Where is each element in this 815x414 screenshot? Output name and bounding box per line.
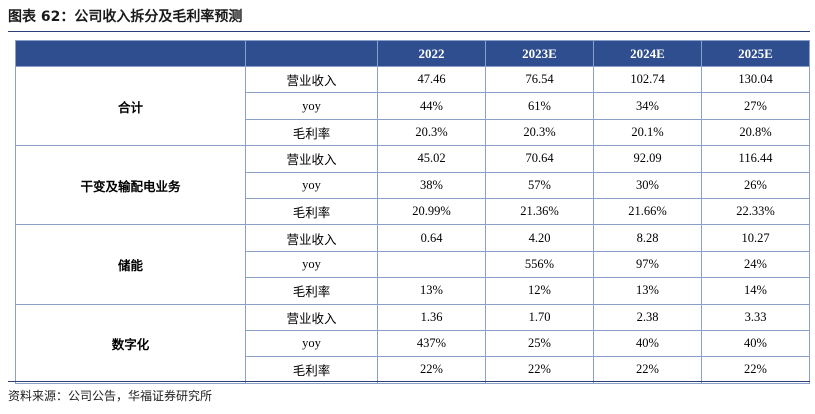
top-rule — [8, 31, 810, 32]
value-cell: 13% — [593, 277, 702, 305]
metric-label-cell: 毛利率 — [245, 356, 378, 384]
value-cell — [377, 250, 486, 279]
value-cell: 21.36% — [485, 197, 594, 226]
value-cell: 76.54 — [485, 65, 594, 94]
forecast-table: 2022 2023E 2024E 2025E 合计 营业收入 47.46 76.54 1… — [15, 40, 810, 384]
group-label-cell: 干变及输配电业务 — [15, 145, 246, 226]
table-header-row: 2022 2023E 2024E 2025E — [15, 40, 810, 67]
metric-label-cell: 毛利率 — [245, 277, 378, 305]
value-cell: 22% — [377, 356, 486, 384]
metric-label-cell: yoy — [245, 171, 378, 199]
value-cell: 0.64 — [377, 224, 486, 252]
metric-label-cell: 毛利率 — [245, 197, 378, 226]
value-cell: 34% — [593, 92, 702, 120]
value-cell: 27% — [701, 92, 810, 120]
value-cell: 1.70 — [485, 303, 594, 331]
value-cell: 40% — [593, 329, 702, 358]
value-cell: 130.04 — [701, 65, 810, 94]
metric-label-cell: 毛利率 — [245, 118, 378, 147]
header-cell-group — [15, 40, 246, 67]
value-cell: 20.1% — [593, 118, 702, 147]
value-cell: 92.09 — [593, 145, 702, 173]
metric-label-cell: yoy — [245, 250, 378, 279]
value-cell: 14% — [701, 277, 810, 305]
value-cell: 70.64 — [485, 145, 594, 173]
value-cell: 20.8% — [701, 118, 810, 147]
metric-label-cell: yoy — [245, 92, 378, 120]
value-cell: 57% — [485, 171, 594, 199]
value-cell: 45.02 — [377, 145, 486, 173]
header-cell-2023e: 2023E — [485, 40, 594, 67]
table-row: 合计 营业收入 47.46 76.54 102.74 130.04 — [15, 65, 810, 147]
group-label-cell: 合计 — [15, 65, 246, 147]
value-cell: 22.33% — [701, 197, 810, 226]
value-cell: 22% — [593, 356, 702, 384]
value-cell: 44% — [377, 92, 486, 120]
table-row: yoy 556% 97% 24% — [16, 250, 810, 279]
value-cell: 20.3% — [377, 118, 486, 147]
value-cell: 25% — [485, 329, 594, 358]
metric-label-cell: 营业收入 — [245, 65, 378, 94]
value-cell: 61% — [485, 92, 594, 120]
value-cell: 20.3% — [485, 118, 594, 147]
value-cell: 30% — [593, 171, 702, 199]
value-cell: 3.33 — [701, 303, 810, 331]
table-row: 储能 营业收入 0.64 4.20 8.28 10.27 — [15, 224, 810, 305]
value-cell: 38% — [377, 171, 486, 199]
value-cell: 556% — [485, 250, 594, 279]
table-row: 毛利率 13% 12% 13% 14% — [16, 277, 810, 305]
figure-title: 图表 62：公司收入拆分及毛利率预测 — [8, 9, 243, 25]
value-cell: 437% — [377, 329, 486, 358]
value-cell: 12% — [485, 277, 594, 305]
group-label-cell: 储能 — [15, 224, 246, 305]
group-label-cell: 数字化 — [15, 303, 246, 384]
value-cell: 22% — [485, 356, 594, 384]
value-cell: 2.38 — [593, 303, 702, 331]
header-cell-2022: 2022 — [377, 40, 486, 67]
metric-label-cell: yoy — [245, 329, 378, 358]
table-row: 毛利率 20.3% 20.3% 20.1% 20.8% — [16, 118, 810, 147]
value-cell: 22% — [701, 356, 810, 384]
value-cell: 24% — [701, 250, 810, 279]
value-cell: 20.99% — [377, 197, 486, 226]
header-cell-2024e: 2024E — [593, 40, 702, 67]
header-cell-2025e: 2025E — [701, 40, 810, 67]
table-row: 数字化 营业收入 1.36 1.70 2.38 3.33 — [15, 303, 810, 384]
source-note: 资料来源：公司公告，华福证券研究所 — [8, 389, 213, 403]
value-cell: 13% — [377, 277, 486, 305]
table-row: yoy 44% 61% 34% 27% — [16, 92, 810, 120]
table-body: 合计 营业收入 47.46 76.54 102.74 130.04 yoy 44% 61% 34%… — [15, 65, 810, 384]
value-cell: 26% — [701, 171, 810, 199]
metric-label-cell: 营业收入 — [245, 145, 378, 173]
metric-label-cell: 营业收入 — [245, 224, 378, 252]
value-cell: 1.36 — [377, 303, 486, 331]
bottom-rule — [8, 381, 810, 382]
table-row: 干变及输配电业务 营业收入 45.02 70.64 92.09 116.44 — [15, 145, 810, 226]
table-row: yoy 437% 25% 40% 40% — [16, 329, 810, 358]
value-cell: 40% — [701, 329, 810, 358]
value-cell: 10.27 — [701, 224, 810, 252]
value-cell: 97% — [593, 250, 702, 279]
value-cell: 8.28 — [593, 224, 702, 252]
value-cell: 102.74 — [593, 65, 702, 94]
table-row: yoy 38% 57% 30% 26% — [16, 171, 810, 199]
table-row: 毛利率 22% 22% 22% 22% — [16, 356, 810, 384]
value-cell: 116.44 — [701, 145, 810, 173]
value-cell: 4.20 — [485, 224, 594, 252]
table-row: 毛利率 20.99% 21.36% 21.66% 22.33% — [16, 197, 810, 226]
value-cell: 47.46 — [377, 65, 486, 94]
header-cell-metric — [245, 40, 378, 67]
value-cell: 21.66% — [593, 197, 702, 226]
metric-label-cell: 营业收入 — [245, 303, 378, 331]
